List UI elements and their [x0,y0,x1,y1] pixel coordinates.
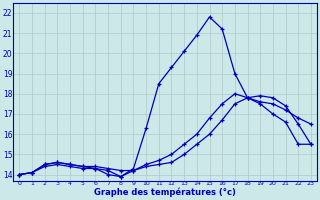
X-axis label: Graphe des températures (°c): Graphe des températures (°c) [94,188,236,197]
